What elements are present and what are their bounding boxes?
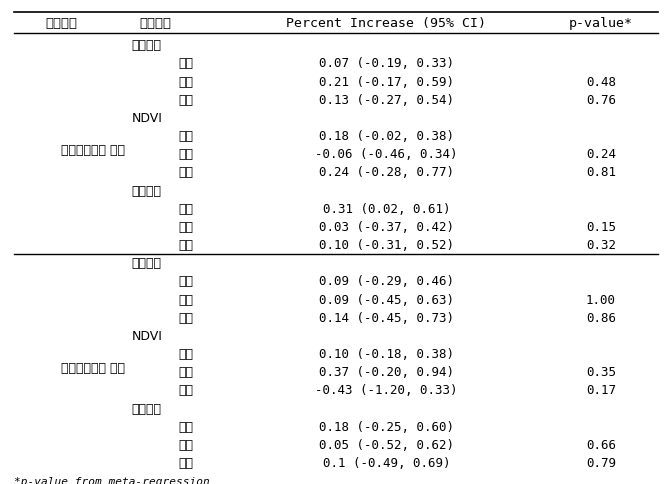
- Text: 0.32: 0.32: [586, 239, 616, 252]
- Text: 0.03 (-0.37, 0.42): 0.03 (-0.37, 0.42): [319, 221, 454, 234]
- Text: 0.81: 0.81: [586, 166, 616, 180]
- Text: 0.10 (-0.18, 0.38): 0.10 (-0.18, 0.38): [319, 348, 454, 361]
- Text: 보통: 보통: [178, 439, 194, 452]
- Text: 낮음: 낮음: [178, 203, 194, 216]
- Text: 0.76: 0.76: [586, 94, 616, 106]
- Text: 0.10 (-0.31, 0.52): 0.10 (-0.31, 0.52): [319, 239, 454, 252]
- Text: 심혈관계질환 상병: 심혈관계질환 상병: [61, 362, 125, 375]
- Text: 1.00: 1.00: [586, 294, 616, 306]
- Text: 0.21 (-0.17, 0.59): 0.21 (-0.17, 0.59): [319, 76, 454, 89]
- Text: 높음: 높음: [178, 94, 194, 106]
- Text: 0.15: 0.15: [586, 221, 616, 234]
- Text: 0.07 (-0.19, 0.33): 0.07 (-0.19, 0.33): [319, 57, 454, 70]
- Text: 보통: 보통: [178, 76, 194, 89]
- Text: 의료지수: 의료지수: [132, 403, 161, 416]
- Text: 0.48: 0.48: [586, 76, 616, 89]
- Text: 박탈지수: 박탈지수: [132, 39, 161, 52]
- Text: 보통: 보통: [178, 366, 194, 379]
- Text: 높음: 높음: [178, 166, 194, 180]
- Text: 0.24 (-0.28, 0.77): 0.24 (-0.28, 0.77): [319, 166, 454, 180]
- Text: NDVI: NDVI: [132, 112, 163, 125]
- Text: 보통: 보통: [178, 294, 194, 306]
- Text: 낮음: 낮음: [178, 421, 194, 434]
- Text: 0.35: 0.35: [586, 366, 616, 379]
- Text: 지역변수: 지역변수: [139, 17, 171, 30]
- Text: 높음: 높음: [178, 384, 194, 397]
- Text: 건강영향: 건강영향: [45, 17, 77, 30]
- Text: 0.09 (-0.45, 0.63): 0.09 (-0.45, 0.63): [319, 294, 454, 306]
- Text: 0.09 (-0.29, 0.46): 0.09 (-0.29, 0.46): [319, 275, 454, 288]
- Text: 0.24: 0.24: [586, 148, 616, 161]
- Text: 0.37 (-0.20, 0.94): 0.37 (-0.20, 0.94): [319, 366, 454, 379]
- Text: 보통: 보통: [178, 148, 194, 161]
- Text: 낮음: 낮음: [178, 348, 194, 361]
- Text: 의료지수: 의료지수: [132, 184, 161, 197]
- Text: 높음: 높음: [178, 239, 194, 252]
- Text: 0.13 (-0.27, 0.54): 0.13 (-0.27, 0.54): [319, 94, 454, 106]
- Text: 0.18 (-0.25, 0.60): 0.18 (-0.25, 0.60): [319, 421, 454, 434]
- Text: 낮음: 낮음: [178, 275, 194, 288]
- Text: 심혈관계질환 사망: 심혈관계질환 사망: [61, 144, 125, 157]
- Text: 보통: 보통: [178, 221, 194, 234]
- Text: -0.06 (-0.46, 0.34): -0.06 (-0.46, 0.34): [315, 148, 458, 161]
- Text: 0.17: 0.17: [586, 384, 616, 397]
- Text: 낮음: 낮음: [178, 57, 194, 70]
- Text: 0.79: 0.79: [586, 457, 616, 470]
- Text: 0.31 (0.02, 0.61): 0.31 (0.02, 0.61): [323, 203, 450, 216]
- Text: 높음: 높음: [178, 312, 194, 325]
- Text: p-value*: p-value*: [569, 17, 633, 30]
- Text: -0.43 (-1.20, 0.33): -0.43 (-1.20, 0.33): [315, 384, 458, 397]
- Text: 0.66: 0.66: [586, 439, 616, 452]
- Text: 0.18 (-0.02, 0.38): 0.18 (-0.02, 0.38): [319, 130, 454, 143]
- Text: Percent Increase (95% CI): Percent Increase (95% CI): [286, 17, 487, 30]
- Text: 낮음: 낮음: [178, 130, 194, 143]
- Text: 0.05 (-0.52, 0.62): 0.05 (-0.52, 0.62): [319, 439, 454, 452]
- Text: NDVI: NDVI: [132, 330, 163, 343]
- Text: 0.1 (-0.49, 0.69): 0.1 (-0.49, 0.69): [323, 457, 450, 470]
- Text: 높음: 높음: [178, 457, 194, 470]
- Text: 박탈지수: 박탈지수: [132, 257, 161, 270]
- Text: *p-value from meta-regression: *p-value from meta-regression: [14, 477, 210, 484]
- Text: 0.14 (-0.45, 0.73): 0.14 (-0.45, 0.73): [319, 312, 454, 325]
- Text: 0.86: 0.86: [586, 312, 616, 325]
